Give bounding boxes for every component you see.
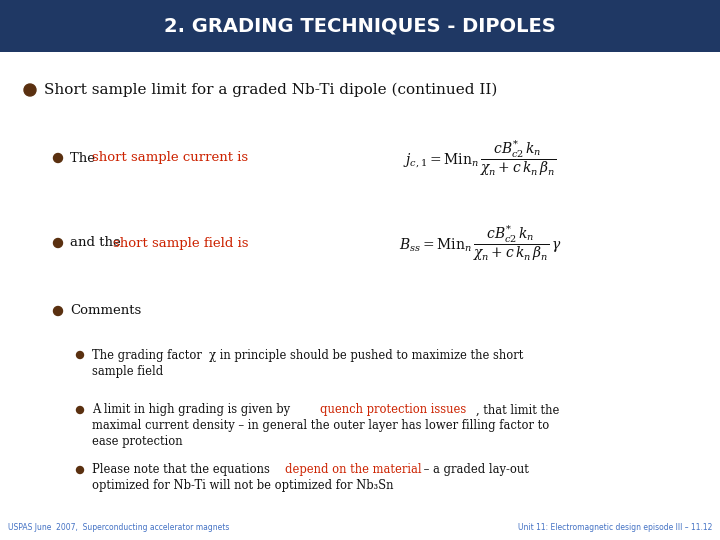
Bar [0,0,720,52]
Circle shape [53,153,63,163]
Circle shape [76,467,84,474]
Text: Comments: Comments [70,305,141,318]
Circle shape [76,407,84,414]
Text: , that limit the: , that limit the [476,403,559,416]
Circle shape [53,307,63,315]
Text: quench protection issues: quench protection issues [320,403,467,416]
Text: USPAS June  2007,  Superconducting accelerator magnets: USPAS June 2007, Superconducting acceler… [8,523,230,532]
Text: and the: and the [70,237,125,249]
Text: maximal current density – in general the outer layer has lower filling factor to: maximal current density – in general the… [92,420,549,433]
Text: 2. GRADING TECHNIQUES - DIPOLES: 2. GRADING TECHNIQUES - DIPOLES [164,17,556,36]
Circle shape [24,84,36,96]
Text: The: The [70,152,99,165]
Text: optimized for Nb-Ti will not be optimized for Nb₃Sn: optimized for Nb-Ti will not be optimize… [92,480,394,492]
Text: – a graded lay-out: – a graded lay-out [420,463,529,476]
Text: Unit 11: Electromagnetic design episode III – 11.12: Unit 11: Electromagnetic design episode … [518,523,712,532]
Text: short sample current is: short sample current is [92,152,248,165]
Text: The grading factor  χ in principle should be pushed to maximize the short: The grading factor χ in principle should… [92,348,523,361]
Text: ease protection: ease protection [92,435,183,449]
Circle shape [53,239,63,247]
Text: A limit in high grading is given by: A limit in high grading is given by [92,403,294,416]
Text: short sample field is: short sample field is [113,237,248,249]
Text: Please note that the equations: Please note that the equations [92,463,274,476]
Text: $j_{c,1} = \mathrm{Min}_n\,\dfrac{cB_{c2}^{*}\,k_n}{\chi_n + c\,k_n\,\beta_n}$: $j_{c,1} = \mathrm{Min}_n\,\dfrac{cB_{c2… [403,138,557,178]
Text: depend on the material: depend on the material [285,463,422,476]
Text: $B_{ss} = \mathrm{Min}_n\,\dfrac{cB_{c2}^{*}\,k_n}{\chi_n + c\,k_n\,\beta_n}\,\g: $B_{ss} = \mathrm{Min}_n\,\dfrac{cB_{c2}… [399,223,561,263]
Circle shape [76,352,84,359]
Text: Short sample limit for a graded Nb-Ti dipole (continued II): Short sample limit for a graded Nb-Ti di… [44,83,498,97]
Text: sample field: sample field [92,364,163,377]
